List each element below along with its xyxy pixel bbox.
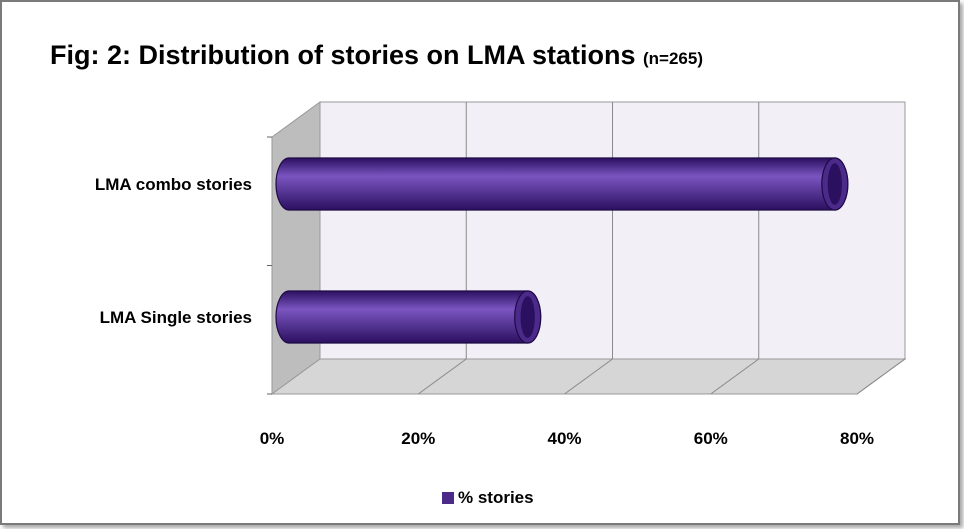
bar-chart: LMA combo stories LMA Single stories 0% 20… [95,101,907,448]
bar [275,157,849,211]
bar-body [275,157,849,211]
x-tick-labels: 0% 20% 40% 60% 80% [260,429,874,448]
category-label: LMA Single stories [100,308,252,327]
chart-legend: % stories [442,488,534,508]
x-tick-label: 80% [840,429,874,448]
x-tick-label: 20% [401,429,435,448]
legend-label: % stories [458,488,534,507]
bar [275,290,542,344]
chart-bars [275,157,849,344]
chart-walls [267,101,907,395]
bar-body [275,290,542,344]
bar-cap-inner [520,296,535,338]
legend-swatch [442,492,454,504]
category-labels: LMA combo stories LMA Single stories [95,175,252,327]
chart-title-note: (n=265) [643,49,703,68]
category-label: LMA combo stories [95,175,252,194]
floor-gridline [710,358,760,395]
chart-title-main: Fig: 2: Distribution of stories on LMA s… [50,40,636,70]
bar-cap-inner [827,163,842,205]
floor-gridline [856,358,906,395]
side-wall [271,101,321,395]
x-tick-label: 60% [694,429,728,448]
x-tick-label: 40% [547,429,581,448]
floor-gridline [417,358,467,395]
x-tick-label: 0% [260,429,285,448]
chart-title: Fig: 2: Distribution of stories on LMA s… [50,40,703,71]
floor-gridline [564,358,613,395]
